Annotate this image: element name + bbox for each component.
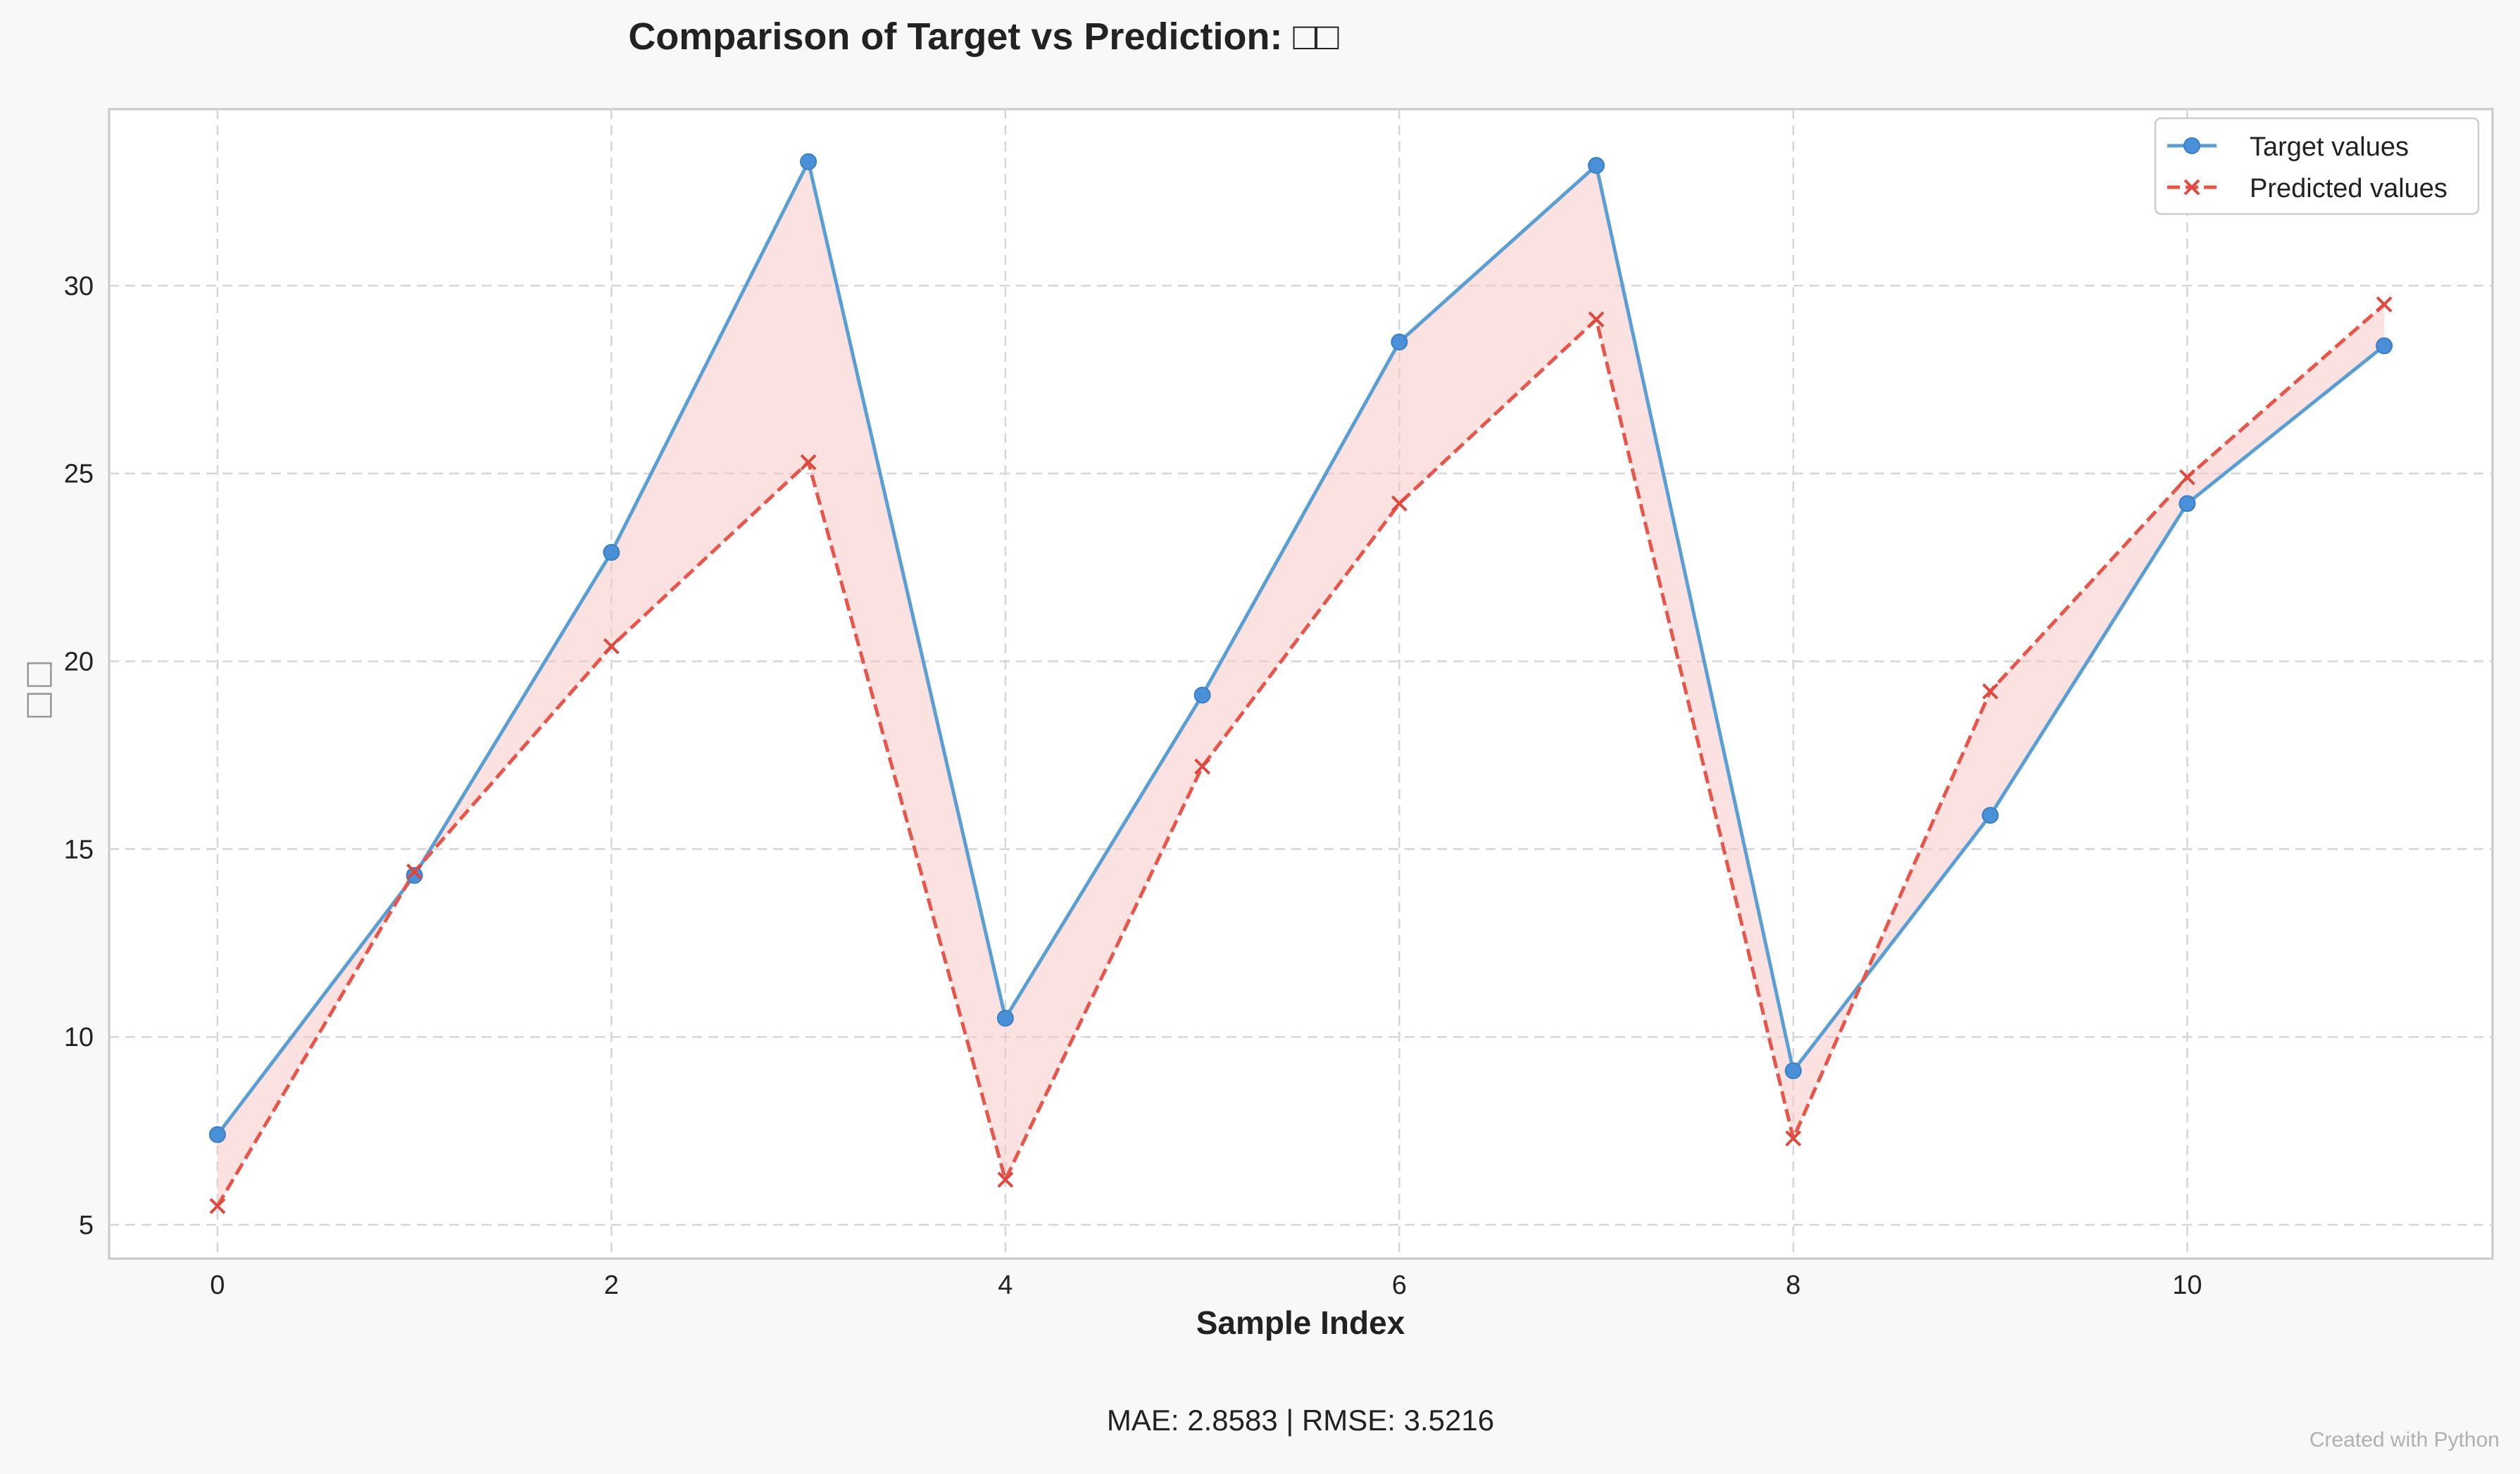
predicted-point (1785, 1130, 1802, 1147)
x-tick-label: 4 (998, 1271, 1013, 1300)
y-tick-label: 5 (79, 1211, 94, 1240)
target-point (1391, 333, 1408, 351)
target-point (1784, 1062, 1802, 1080)
legend-box (2154, 117, 2480, 215)
target-point (1981, 807, 1999, 824)
plot-area (108, 108, 2494, 1260)
metrics-text: MAE: 2.8583 | RMSE: 3.5216 (1107, 1404, 1494, 1437)
target-point (1588, 157, 1605, 175)
legend-target-label: Target values (2250, 132, 2409, 162)
target-point (603, 543, 620, 561)
y-axis-ticks: 5 10 15 20 25 30 (64, 272, 94, 1240)
legend-predicted-marker (2183, 179, 2200, 196)
legend-target-marker (2183, 137, 2200, 154)
predicted-point (800, 454, 817, 471)
y-tick-label: 25 (64, 460, 94, 489)
target-point (2376, 337, 2393, 355)
target-point (2179, 495, 2196, 512)
predicted-point (1194, 758, 1211, 775)
predicted-point (1391, 495, 1408, 512)
predicted-point (1588, 311, 1605, 328)
target-point (208, 1126, 226, 1143)
y-tick-label: 30 (64, 272, 94, 301)
target-point (1193, 686, 1211, 704)
x-axis-label: Sample Index (1196, 1304, 1405, 1341)
x-tick-label: 6 (1392, 1271, 1407, 1300)
target-series-line (215, 160, 2386, 1136)
legend-predicted-label: Predicted values (2250, 174, 2447, 203)
predicted-point (603, 638, 620, 655)
x-tick-label: 10 (2172, 1271, 2202, 1300)
predicted-point (997, 1171, 1014, 1188)
target-point (406, 867, 423, 884)
predicted-point (209, 1197, 226, 1214)
x-tick-label: 0 (210, 1271, 225, 1300)
y-tick-label: 10 (64, 1023, 94, 1052)
chart-title: Comparison of Target vs Prediction: □□ (628, 15, 1339, 58)
predicted-point (2179, 469, 2195, 486)
y-tick-label: 20 (64, 647, 94, 676)
predicted-point (1982, 683, 1999, 700)
difference-fill (217, 161, 2385, 1207)
difference-fill-area (217, 161, 2385, 1207)
footer-credit: Created with Python (2309, 1428, 2500, 1451)
x-axis-ticks: 0 2 4 6 8 10 (210, 1271, 2202, 1300)
target-point (800, 153, 817, 170)
legend: Target values Predicted values (2154, 117, 2480, 215)
target-point (996, 1009, 1014, 1027)
y-axis-label: □□ (18, 660, 56, 721)
predicted-point (406, 863, 423, 880)
predicted-point (2376, 296, 2393, 313)
y-tick-label: 15 (64, 835, 94, 864)
x-tick-label: 8 (1786, 1271, 1800, 1300)
x-tick-label: 2 (604, 1271, 619, 1300)
series-layer (208, 153, 2393, 1214)
